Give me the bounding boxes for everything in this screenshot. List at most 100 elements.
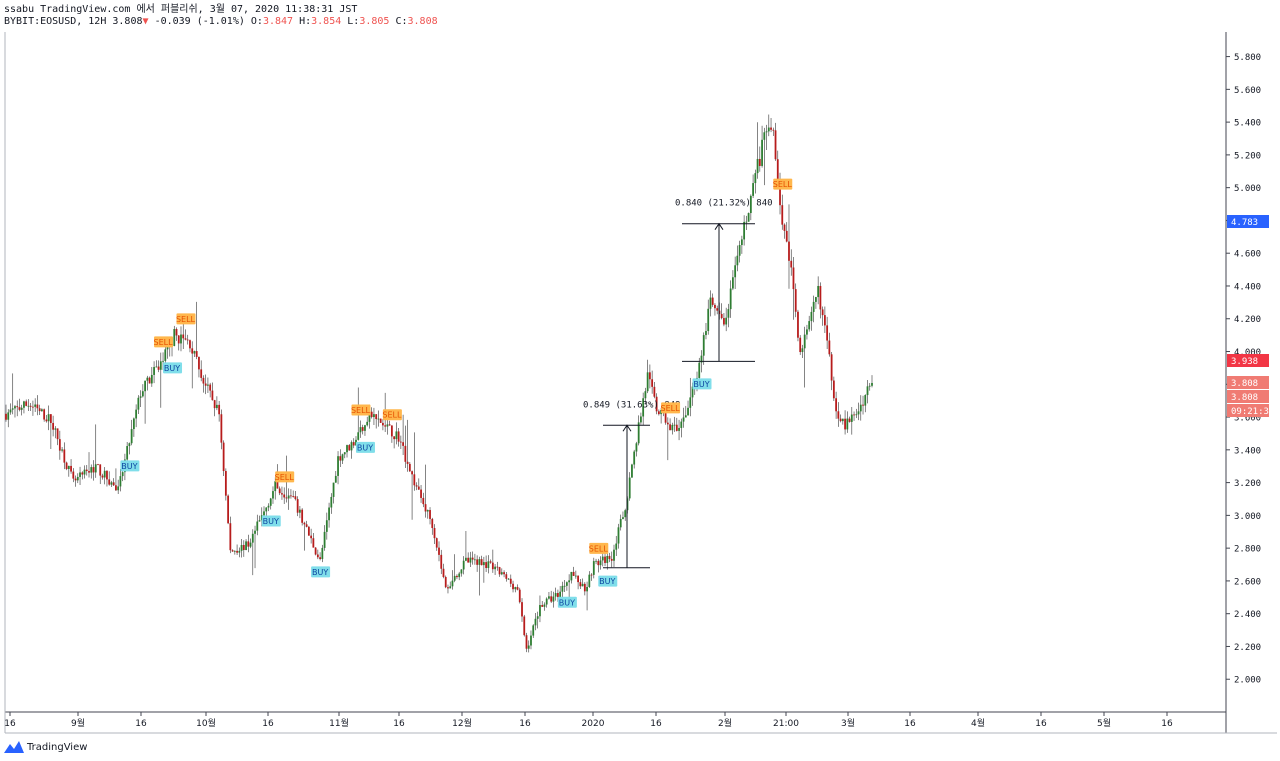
candle-body <box>810 311 813 322</box>
candle-body <box>402 442 405 446</box>
open-value: 3.847 <box>262 16 294 27</box>
candle-body <box>478 559 481 565</box>
candle-body <box>139 396 142 398</box>
buy-signal-label: BUY <box>312 568 328 577</box>
y-tick-label: 2.000 <box>1234 676 1261 686</box>
sell-signal-label: SELL <box>773 180 793 189</box>
candle-body <box>368 411 371 422</box>
candle-body <box>523 616 526 636</box>
candle-body <box>81 472 84 475</box>
candle-body <box>115 485 117 491</box>
ohlc-line: BYBIT:EOSUSD, 12H 3.808▼ -0.039 (-1.01%)… <box>4 16 438 28</box>
candle-body <box>164 349 167 361</box>
candle-body <box>361 427 364 431</box>
candle-body <box>70 465 72 472</box>
sell-signal-label: SELL <box>589 544 609 553</box>
sell-signal-badge <box>589 542 609 554</box>
x-tick-label: 5월 <box>1097 717 1111 729</box>
x-tick-label: 16 <box>4 719 16 729</box>
candle-body <box>379 418 382 423</box>
candle-body <box>47 414 50 422</box>
candle-body <box>821 309 824 316</box>
candle-body <box>159 361 162 370</box>
candle-body <box>63 449 66 463</box>
candle-body <box>359 427 362 433</box>
candle-body <box>106 470 108 480</box>
price-badge <box>1227 404 1269 417</box>
candle-body <box>557 593 559 597</box>
candle-body <box>644 391 647 399</box>
candle-body <box>204 383 207 386</box>
candle-body <box>828 340 831 355</box>
candle-body <box>801 348 804 353</box>
candle-body <box>592 561 595 575</box>
candle-body <box>514 587 517 590</box>
candle-body <box>341 454 344 461</box>
candle-body <box>752 183 754 196</box>
candle-body <box>79 472 81 477</box>
sell-signal-badge <box>382 409 402 421</box>
candle-body <box>148 377 151 384</box>
candle-body <box>671 424 674 431</box>
candle-body <box>38 408 41 412</box>
y-tick-label: 5.200 <box>1234 151 1261 161</box>
candle-body <box>352 442 355 446</box>
candle-body <box>684 415 687 418</box>
candle-body <box>698 362 701 378</box>
candle-body <box>54 428 57 430</box>
candle-body <box>132 418 135 430</box>
candle-body <box>247 541 250 547</box>
candle-body <box>58 439 61 451</box>
candle-body <box>657 411 660 415</box>
candle-body <box>808 321 811 330</box>
candle-body <box>736 255 739 266</box>
candle-body <box>702 335 705 356</box>
candle-body <box>622 517 624 519</box>
chart-header: ssabu TradingView.com 에서 퍼블리쉬, 3월 07, 20… <box>4 4 438 28</box>
candle-body <box>507 578 510 580</box>
candle-body <box>287 495 290 499</box>
candle-body <box>429 510 431 519</box>
candle-body <box>482 562 485 566</box>
candle-body <box>83 469 86 475</box>
low-value: 3.805 <box>359 16 390 27</box>
candle-body <box>153 367 155 375</box>
candle-body <box>866 386 869 396</box>
candle-body <box>844 418 846 430</box>
high-value: 3.854 <box>311 16 342 27</box>
x-tick-label: 4월 <box>971 717 985 729</box>
candle-body <box>290 495 292 497</box>
candle-body <box>806 329 808 335</box>
candle-body <box>97 464 99 466</box>
candle-body <box>498 567 501 575</box>
candle-body <box>207 384 209 386</box>
candle-body <box>186 339 189 341</box>
candle-body <box>848 418 851 422</box>
measure-arrow <box>714 222 724 230</box>
candle-body <box>9 409 12 413</box>
candle-body <box>173 328 176 346</box>
buy-signal-label: BUY <box>693 380 709 389</box>
candle-body <box>141 391 144 397</box>
buy-signal-badge <box>311 566 331 578</box>
candle-body <box>819 285 822 310</box>
candle-body <box>415 485 418 487</box>
candle-body <box>467 557 470 563</box>
sell-signal-label: SELL <box>661 404 681 413</box>
sell-signal-badge <box>154 336 174 348</box>
sell-signal-badge <box>661 402 681 414</box>
candle-body <box>655 396 658 412</box>
candle-body <box>390 425 393 437</box>
candle-body <box>162 360 164 362</box>
candle-body <box>245 541 247 550</box>
candle-body <box>444 576 447 588</box>
candle-body <box>725 317 728 325</box>
candle-body <box>157 366 160 370</box>
candle-body <box>595 560 597 562</box>
buy-signal-badge <box>355 441 375 453</box>
candle-body <box>323 531 326 548</box>
price-chart[interactable]: 2.000 2.200 2.400 2.600 2.800 3.000 3.200 3.400… <box>0 0 1280 738</box>
candle-body <box>572 571 575 576</box>
candle-body <box>332 482 335 497</box>
candle-body <box>729 288 732 310</box>
